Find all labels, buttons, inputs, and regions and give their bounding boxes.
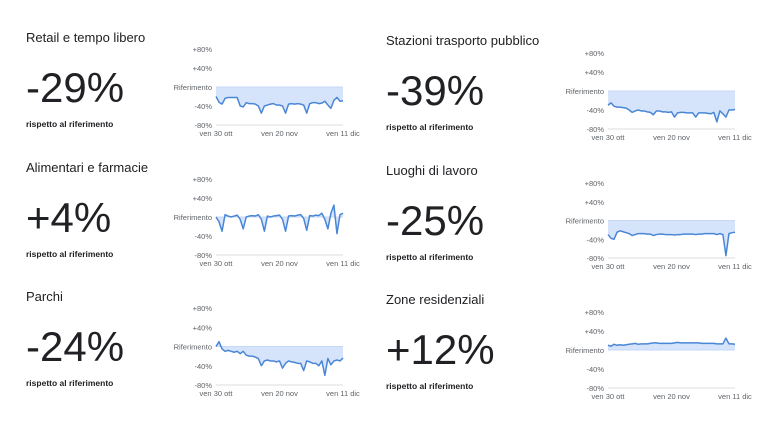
y-tick-label: +40% — [193, 64, 213, 73]
y-tick-label: +80% — [585, 179, 605, 188]
y-tick-label: -40% — [194, 102, 212, 111]
y-tick-label: -40% — [194, 362, 212, 371]
panel-note: rispetto al riferimento — [386, 381, 473, 391]
reference-area — [216, 87, 343, 114]
x-tick-label: ven 30 ott — [200, 259, 234, 268]
trend-line — [215, 204, 344, 235]
panel-summary: +4% — [26, 194, 111, 241]
y-tick-label: -40% — [586, 106, 604, 115]
y-tick-label: +80% — [193, 175, 213, 184]
y-tick-label: Riferimento — [566, 346, 604, 355]
panel-title: Luoghi di lavoro — [386, 163, 478, 178]
panel-note: rispetto al riferimento — [26, 249, 113, 259]
y-tick-label: -80% — [586, 125, 604, 134]
y-tick-label: +80% — [585, 308, 605, 317]
y-tick-label: -80% — [586, 384, 604, 393]
x-tick-label: ven 30 ott — [592, 262, 626, 271]
x-tick-label: ven 30 ott — [592, 133, 626, 142]
y-tick-label: +40% — [193, 323, 213, 332]
y-tick-label: -80% — [586, 254, 604, 263]
panel-title: Zone residenziali — [386, 292, 484, 307]
panel-summary: -24% — [26, 323, 124, 370]
reference-area — [216, 341, 343, 376]
x-tick-label: ven 30 ott — [200, 129, 234, 138]
x-tick-label: ven 20 nov — [653, 133, 690, 142]
trend-line — [607, 102, 736, 123]
trend-line — [215, 96, 344, 114]
x-tick-label: ven 20 nov — [653, 392, 690, 401]
x-tick-label: ven 30 ott — [200, 389, 234, 398]
x-tick-label: ven 11 dic — [326, 129, 360, 138]
y-tick-label: Riferimento — [174, 343, 212, 352]
reference-area — [608, 91, 735, 122]
y-tick-label: -40% — [586, 235, 604, 244]
y-tick-label: +40% — [585, 198, 605, 207]
panel-note: rispetto al riferimento — [386, 252, 473, 262]
x-tick-label: ven 20 nov — [261, 389, 298, 398]
y-tick-label: +40% — [585, 68, 605, 77]
y-tick-label: Riferimento — [174, 83, 212, 92]
y-tick-label: Riferimento — [174, 213, 212, 222]
x-tick-label: ven 11 dic — [326, 389, 360, 398]
panel-note: rispetto al riferimento — [26, 119, 113, 129]
y-tick-label: -80% — [194, 121, 212, 130]
panel-summary: +12% — [386, 326, 495, 373]
panel-title: Parchi — [26, 289, 63, 304]
y-tick-label: +80% — [193, 45, 213, 54]
y-tick-label: +40% — [193, 194, 213, 203]
panel-summary: -25% — [386, 197, 484, 244]
panel-note: rispetto al riferimento — [26, 378, 113, 388]
x-tick-label: ven 20 nov — [261, 259, 298, 268]
reference-area — [216, 205, 343, 234]
panel-summary: -29% — [26, 64, 124, 111]
panel-summary: -39% — [386, 67, 484, 114]
x-tick-label: ven 11 dic — [718, 262, 752, 271]
reference-area — [608, 220, 735, 256]
x-tick-label: ven 20 nov — [261, 129, 298, 138]
x-tick-label: ven 11 dic — [326, 259, 360, 268]
panel-title: Stazioni trasporto pubblico — [386, 33, 539, 48]
x-tick-label: ven 11 dic — [718, 133, 752, 142]
y-tick-label: -40% — [586, 365, 604, 374]
y-tick-label: +80% — [193, 304, 213, 313]
y-tick-label: -40% — [194, 232, 212, 241]
y-tick-label: -80% — [194, 381, 212, 390]
panel-title: Alimentari e farmacie — [26, 160, 148, 175]
panel-note: rispetto al riferimento — [386, 122, 473, 132]
y-tick-label: Riferimento — [566, 217, 604, 226]
y-tick-label: Riferimento — [566, 87, 604, 96]
x-tick-label: ven 20 nov — [653, 262, 690, 271]
panel-title: Retail e tempo libero — [26, 30, 145, 45]
trend-line — [607, 230, 736, 257]
trend-line — [607, 337, 736, 347]
trend-line — [215, 340, 344, 377]
y-tick-label: +80% — [585, 49, 605, 58]
y-tick-label: +40% — [585, 327, 605, 336]
x-tick-label: ven 11 dic — [718, 392, 752, 401]
x-tick-label: ven 30 ott — [592, 392, 626, 401]
y-tick-label: -80% — [194, 251, 212, 260]
